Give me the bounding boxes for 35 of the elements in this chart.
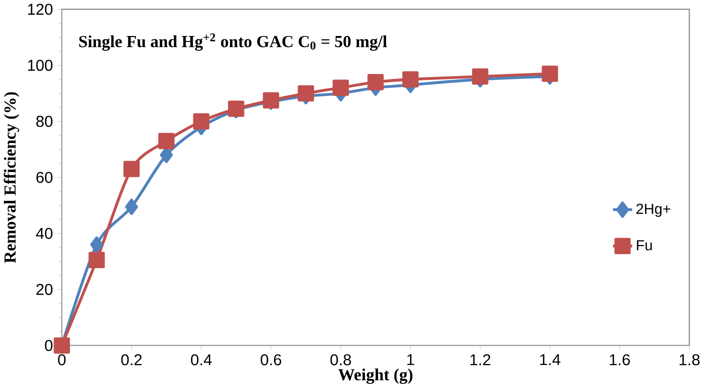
point bbox=[193, 113, 210, 130]
y-tick-label: 80 bbox=[36, 116, 52, 128]
x-tick-label: 0 bbox=[58, 354, 66, 366]
point bbox=[402, 71, 419, 88]
x-tick-label: 0.4 bbox=[190, 354, 212, 366]
x-tick-label: 0.6 bbox=[260, 354, 282, 366]
x-axis-title: Weight (g) bbox=[338, 368, 412, 384]
y-tick-label: 40 bbox=[36, 228, 52, 240]
y-tick-label: 20 bbox=[36, 284, 52, 296]
point bbox=[158, 133, 175, 150]
point bbox=[125, 198, 138, 216]
text: Single Fu and Hg$^{+2}$ onto GAC C$_{0}$ = 50 mg/l bbox=[79, 34, 387, 51]
y-tick-label: 100 bbox=[28, 60, 52, 72]
x-tick-label: 0.2 bbox=[121, 354, 142, 366]
x-tick-label: 1.4 bbox=[540, 354, 560, 366]
x-tick-label: 1.2 bbox=[470, 354, 490, 366]
point bbox=[160, 147, 173, 164]
point bbox=[90, 236, 104, 253]
point bbox=[88, 252, 105, 268]
x-tick-label: 1.6 bbox=[610, 354, 630, 366]
legend-label: Fu bbox=[636, 240, 652, 251]
legend-label: 2Hg+ bbox=[636, 204, 670, 218]
x-tick-label: 1.8 bbox=[680, 354, 700, 366]
point bbox=[123, 161, 140, 178]
y-tick-label: 60 bbox=[36, 172, 52, 184]
point bbox=[332, 80, 349, 96]
x-tick-label: 0.8 bbox=[330, 354, 351, 366]
y-tick-label: 0 bbox=[44, 340, 52, 352]
point bbox=[542, 66, 558, 82]
point bbox=[472, 68, 488, 85]
x-tick-label: 1 bbox=[407, 354, 414, 366]
y-tick-label: 120 bbox=[28, 4, 52, 16]
point bbox=[367, 74, 384, 90]
y-axis-title: Removal Efficiency (%) bbox=[4, 92, 20, 264]
point bbox=[298, 85, 314, 102]
